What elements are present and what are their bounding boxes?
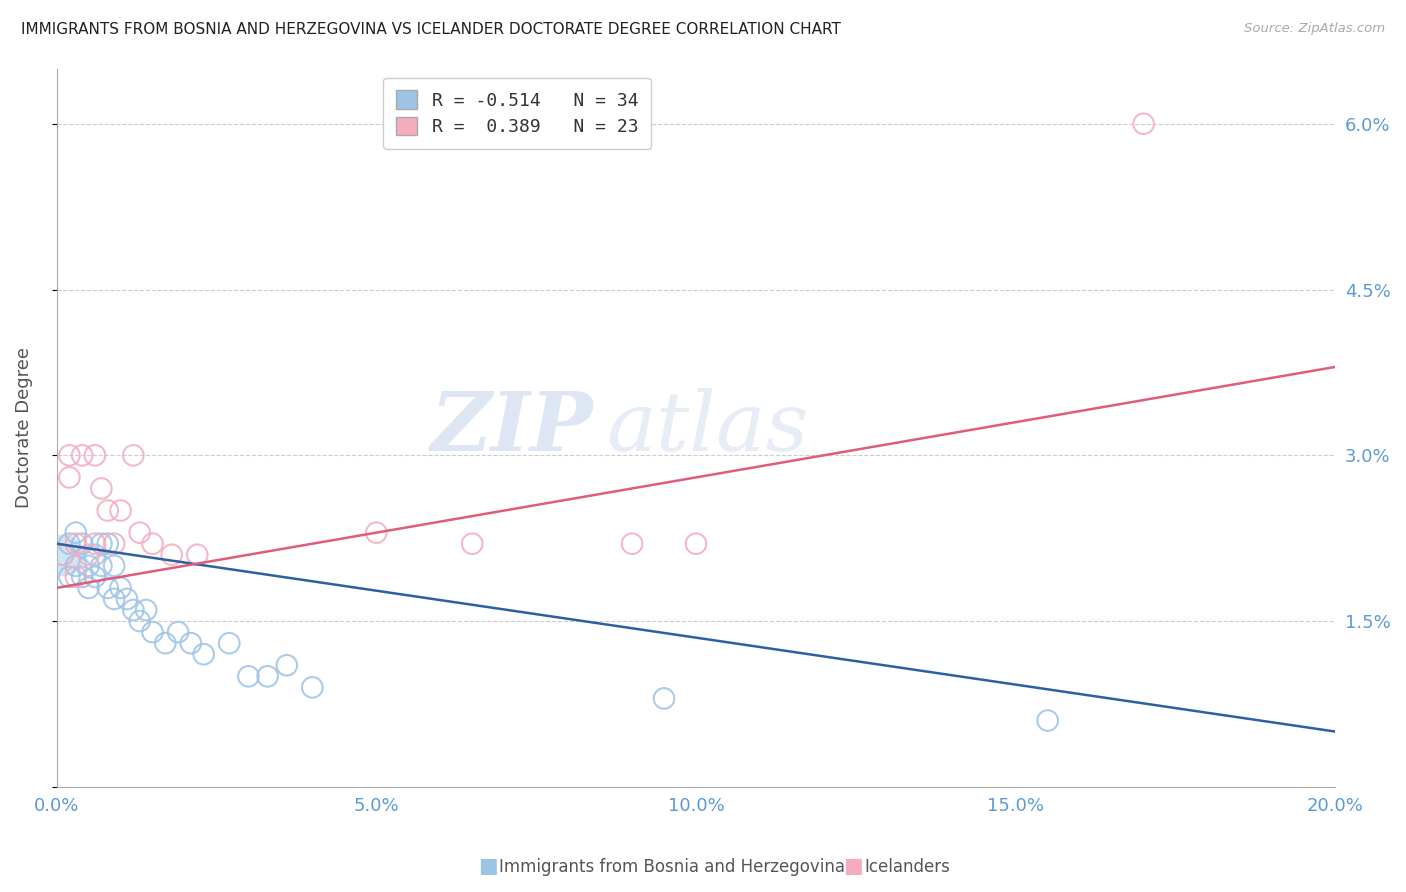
Point xyxy=(84,537,107,551)
Point xyxy=(141,625,163,640)
Point xyxy=(70,537,93,551)
Point xyxy=(90,558,112,573)
Point xyxy=(167,625,190,640)
Point xyxy=(301,681,323,695)
Point xyxy=(621,537,644,551)
Point xyxy=(276,658,298,673)
Text: IMMIGRANTS FROM BOSNIA AND HERZEGOVINA VS ICELANDER DOCTORATE DEGREE CORRELATION: IMMIGRANTS FROM BOSNIA AND HERZEGOVINA V… xyxy=(21,22,841,37)
Point xyxy=(1132,117,1154,131)
Point xyxy=(110,581,132,595)
Point xyxy=(65,537,87,551)
Text: Immigrants from Bosnia and Herzegovina: Immigrants from Bosnia and Herzegovina xyxy=(499,858,845,876)
Point xyxy=(97,581,120,595)
Text: ZIP: ZIP xyxy=(432,388,593,467)
Point xyxy=(77,558,100,573)
Point xyxy=(135,603,157,617)
Point xyxy=(84,570,107,584)
Point xyxy=(77,548,100,562)
Point xyxy=(77,581,100,595)
Point xyxy=(65,570,87,584)
Legend: R = -0.514   N = 34, R =  0.389   N = 23: R = -0.514 N = 34, R = 0.389 N = 23 xyxy=(382,78,651,149)
Point xyxy=(160,548,183,562)
Text: atlas: atlas xyxy=(606,388,808,467)
Point xyxy=(180,636,202,650)
Point xyxy=(110,503,132,517)
Point xyxy=(52,548,75,562)
Point xyxy=(128,525,150,540)
Point xyxy=(115,591,138,606)
Point xyxy=(218,636,240,650)
Point xyxy=(90,537,112,551)
Point xyxy=(97,537,120,551)
Point xyxy=(58,537,80,551)
Point xyxy=(461,537,484,551)
Point xyxy=(52,548,75,562)
Point xyxy=(58,448,80,462)
Point xyxy=(84,548,107,562)
Point xyxy=(103,591,125,606)
Point xyxy=(652,691,675,706)
Point xyxy=(193,647,215,661)
Point xyxy=(58,570,80,584)
Y-axis label: Doctorate Degree: Doctorate Degree xyxy=(15,347,32,508)
Point xyxy=(685,537,707,551)
Point xyxy=(186,548,208,562)
Point xyxy=(256,669,278,683)
Point xyxy=(103,537,125,551)
Point xyxy=(70,448,93,462)
Point xyxy=(84,448,107,462)
Text: Icelanders: Icelanders xyxy=(865,858,950,876)
Point xyxy=(366,525,388,540)
Point xyxy=(58,470,80,484)
Point xyxy=(122,603,145,617)
Point xyxy=(128,614,150,628)
Text: ■: ■ xyxy=(478,856,498,876)
Point xyxy=(65,525,87,540)
Point xyxy=(141,537,163,551)
Point xyxy=(70,570,93,584)
Point xyxy=(97,503,120,517)
Point xyxy=(65,558,87,573)
Point xyxy=(1036,714,1059,728)
Point xyxy=(238,669,260,683)
Point xyxy=(103,558,125,573)
Text: ■: ■ xyxy=(844,856,863,876)
Point xyxy=(122,448,145,462)
Point xyxy=(52,548,75,562)
Text: Source: ZipAtlas.com: Source: ZipAtlas.com xyxy=(1244,22,1385,36)
Point xyxy=(90,482,112,496)
Point xyxy=(155,636,177,650)
